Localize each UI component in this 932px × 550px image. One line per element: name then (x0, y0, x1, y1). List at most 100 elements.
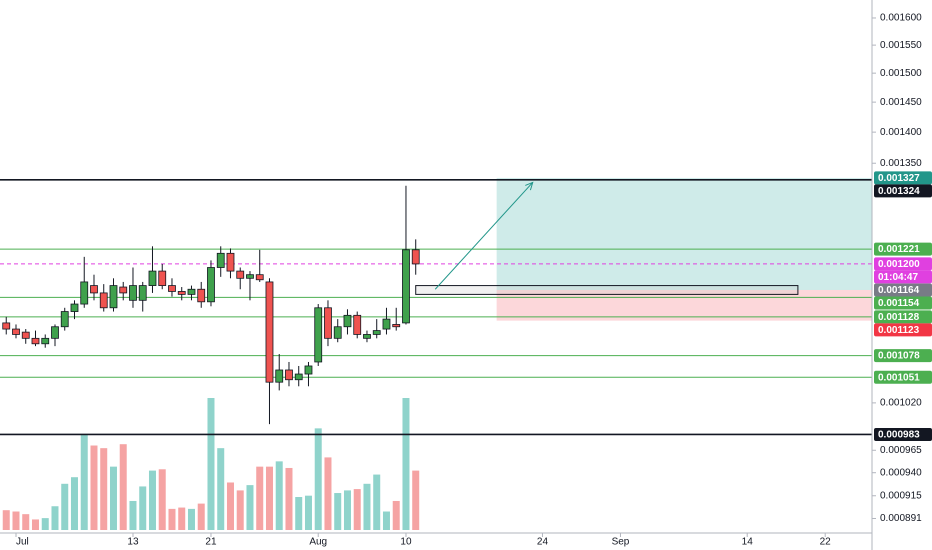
candle-body (138, 285, 147, 301)
volume-bar (275, 461, 283, 530)
volume-bar (226, 482, 234, 530)
y-tick-label: 0.001550 (880, 40, 922, 51)
candle-body (70, 303, 79, 312)
volume-bar (343, 490, 351, 530)
y-tick-label: 0.000915 (880, 490, 922, 501)
candle-body (80, 281, 89, 305)
candle-body (226, 252, 235, 272)
candle-body (324, 307, 332, 339)
volume-bar (295, 497, 303, 530)
price-badge: 0.001078 (878, 351, 920, 362)
price-badge: 0.001200 (878, 259, 920, 270)
candle-body (275, 369, 284, 383)
volume-bar (304, 495, 312, 530)
volume-bar (51, 506, 59, 530)
x-tick-label: Aug (309, 537, 327, 548)
volume-bar (373, 474, 381, 530)
candle-body (246, 274, 254, 279)
volume-bar (382, 511, 390, 530)
volume-bar (363, 483, 371, 530)
x-tick-label: Jul (16, 537, 29, 548)
y-tick-label: 0.001600 (880, 13, 922, 24)
volume-bar (402, 398, 410, 530)
x-tick-label: 10 (400, 537, 412, 548)
price-badge-bg (874, 349, 932, 363)
volume-bar (256, 466, 264, 530)
candle-body (12, 328, 20, 335)
candle-body (304, 365, 313, 375)
candle-body (21, 331, 30, 339)
y-tick-label: 0.001350 (880, 158, 922, 169)
candle-body (314, 307, 323, 363)
candle-body (2, 322, 11, 330)
price-badge: 0.001128 (878, 312, 920, 323)
candle-body (119, 286, 128, 294)
volume-bar (2, 510, 10, 530)
volume-bar (168, 508, 176, 530)
candle-body (187, 288, 196, 295)
price-badge: 0.001154 (878, 298, 920, 309)
price-badge-bg (874, 242, 932, 256)
candle-body (99, 292, 108, 309)
price-badge-bg (874, 257, 932, 271)
candle-body (207, 267, 215, 303)
candle-body (363, 334, 371, 339)
price-badge: 0.001221 (878, 244, 920, 255)
volume-bar (236, 490, 244, 530)
volume-bar (41, 518, 49, 530)
volume-bar (100, 448, 108, 530)
candle-body (343, 314, 352, 328)
volume-bar (178, 507, 186, 530)
volume-bar (80, 434, 88, 530)
x-tick-label: 13 (127, 537, 139, 548)
volume-bar (61, 483, 69, 530)
candle-body (382, 318, 391, 330)
y-tick-label: 0.001400 (880, 127, 922, 138)
volume-bar (70, 477, 78, 530)
volume-bar (217, 448, 225, 530)
price-badge-bg (874, 171, 932, 185)
price-badge-bg (874, 370, 932, 384)
candle-body (109, 285, 118, 309)
candle-body (41, 337, 50, 345)
candle-body (392, 324, 401, 328)
candle-body (51, 326, 59, 339)
stop-zone (496, 289, 872, 321)
x-tick-label: 24 (537, 537, 549, 548)
arrow-head (525, 181, 534, 191)
x-tick-label: 21 (205, 537, 217, 548)
candle-body (353, 314, 362, 335)
volume-bar (392, 500, 400, 530)
candle-body (402, 249, 410, 324)
arrow-line (434, 182, 534, 290)
candle-body (216, 252, 225, 268)
volume-bar (412, 470, 420, 530)
candle-body (236, 270, 245, 279)
candle-body (333, 326, 342, 339)
volume-bar (148, 470, 156, 530)
price-badge-bg (874, 283, 932, 297)
candle-body (60, 311, 69, 328)
target-zone (496, 177, 872, 290)
x-tick-label: 14 (742, 537, 754, 548)
price-badge-bg (874, 427, 932, 441)
price-badge-bg (874, 310, 932, 324)
volume-bar (31, 519, 39, 530)
price-badge: 0.001164 (878, 285, 920, 296)
countdown-badge-bg (874, 270, 932, 284)
candle-body (90, 285, 98, 294)
volume-bar (324, 457, 332, 530)
y-tick-label: 0.001020 (880, 398, 922, 409)
volume-bar (129, 500, 137, 530)
volume-bar (334, 493, 342, 530)
x-tick-label: Sep (612, 537, 630, 548)
price-badge-bg (874, 323, 932, 337)
y-tick-label: 0.000965 (880, 445, 922, 456)
candle-body (129, 285, 137, 301)
candle-body (31, 337, 40, 345)
candle-body (411, 249, 420, 265)
x-tick-label: 22 (820, 537, 832, 548)
price-badge-bg (874, 296, 932, 310)
candle-body (148, 270, 157, 286)
